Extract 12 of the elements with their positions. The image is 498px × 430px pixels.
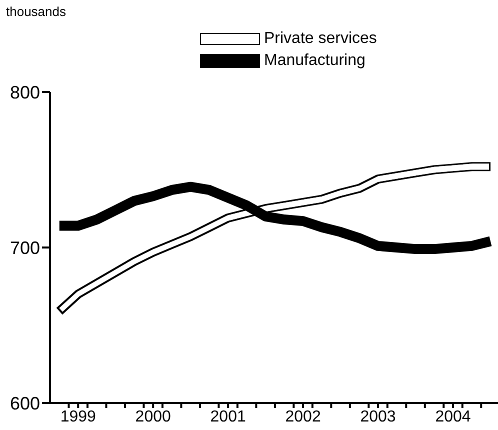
y-tick-label: 800 xyxy=(10,82,40,102)
x-tick-label: 2003 xyxy=(360,408,396,426)
x-tick-label: 2001 xyxy=(210,408,246,426)
x-tick-label: 1999 xyxy=(60,408,96,426)
x-tick-label: 2000 xyxy=(135,408,171,426)
legend-label: Manufacturing xyxy=(264,51,366,71)
x-tick-label: 2004 xyxy=(435,408,471,426)
x-tick-label: 2002 xyxy=(285,408,321,426)
y-tick-label: 600 xyxy=(10,393,40,414)
legend-label: Private services xyxy=(264,29,377,49)
y-axis-title: thousands xyxy=(6,4,66,19)
y-tick-label: 700 xyxy=(10,238,40,258)
